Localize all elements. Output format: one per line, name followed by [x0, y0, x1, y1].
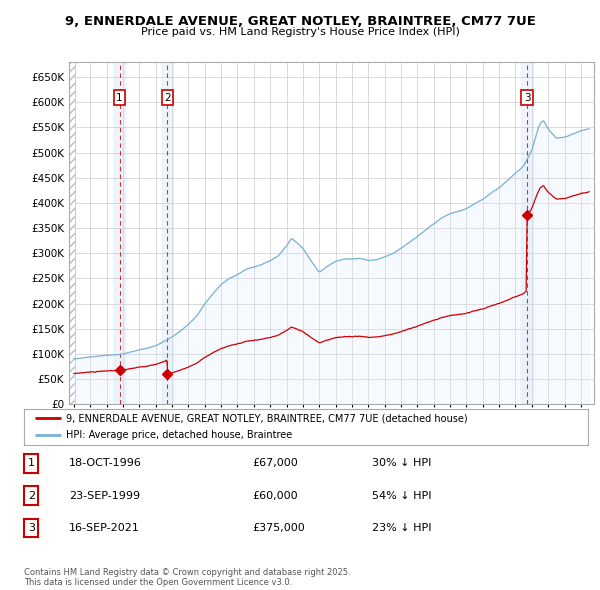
Text: 16-SEP-2021: 16-SEP-2021 — [69, 523, 140, 533]
Bar — [114, 62, 125, 404]
Text: 23% ↓ HPI: 23% ↓ HPI — [372, 523, 431, 533]
Text: £67,000: £67,000 — [252, 458, 298, 468]
Text: 3: 3 — [28, 523, 35, 533]
Text: 54% ↓ HPI: 54% ↓ HPI — [372, 491, 431, 500]
Text: 2: 2 — [164, 93, 171, 103]
Text: 18-OCT-1996: 18-OCT-1996 — [69, 458, 142, 468]
Text: Contains HM Land Registry data © Crown copyright and database right 2025.
This d: Contains HM Land Registry data © Crown c… — [24, 568, 350, 587]
Bar — [162, 62, 173, 404]
Text: 1: 1 — [28, 458, 35, 468]
Text: 9, ENNERDALE AVENUE, GREAT NOTLEY, BRAINTREE, CM77 7UE (detached house): 9, ENNERDALE AVENUE, GREAT NOTLEY, BRAIN… — [66, 413, 468, 423]
Text: HPI: Average price, detached house, Braintree: HPI: Average price, detached house, Brai… — [66, 430, 293, 440]
Text: 9, ENNERDALE AVENUE, GREAT NOTLEY, BRAINTREE, CM77 7UE: 9, ENNERDALE AVENUE, GREAT NOTLEY, BRAIN… — [65, 15, 535, 28]
Text: 30% ↓ HPI: 30% ↓ HPI — [372, 458, 431, 468]
Text: 3: 3 — [524, 93, 530, 103]
Text: £60,000: £60,000 — [252, 491, 298, 500]
Text: 23-SEP-1999: 23-SEP-1999 — [69, 491, 140, 500]
Text: £375,000: £375,000 — [252, 523, 305, 533]
Text: Price paid vs. HM Land Registry's House Price Index (HPI): Price paid vs. HM Land Registry's House … — [140, 27, 460, 37]
Text: 1: 1 — [116, 93, 123, 103]
Text: 2: 2 — [28, 491, 35, 500]
Bar — [521, 62, 533, 404]
